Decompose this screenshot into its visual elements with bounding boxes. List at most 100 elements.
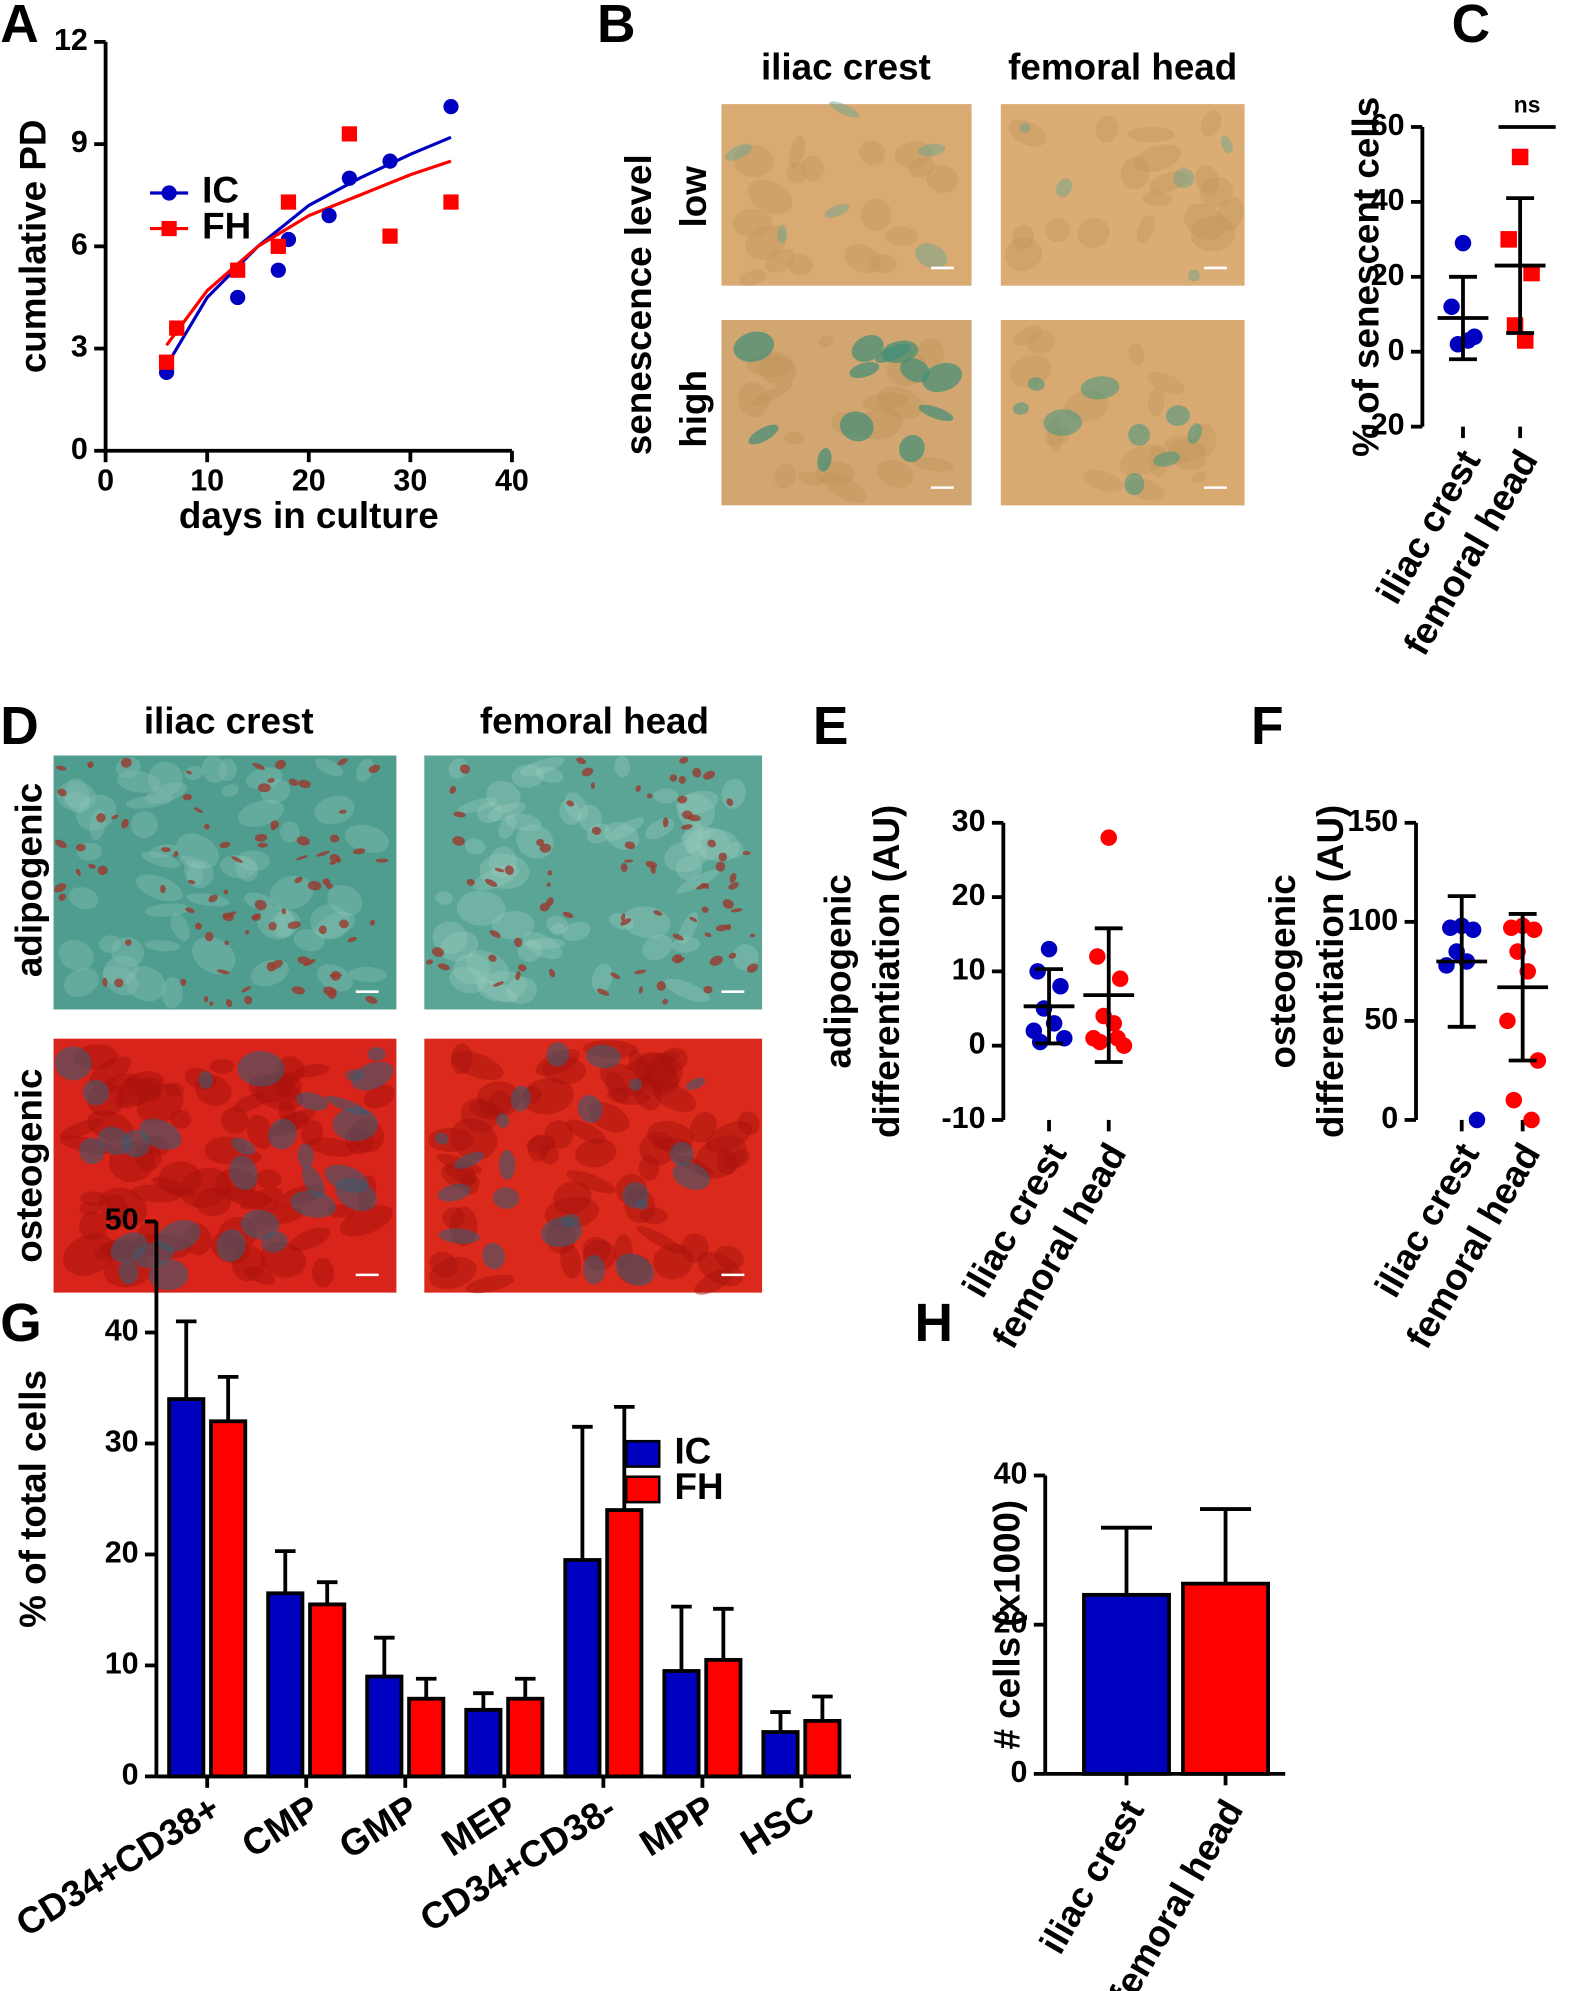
micrograph (53, 755, 397, 1010)
cell (1082, 469, 1123, 492)
point (1516, 332, 1534, 349)
cell (114, 978, 124, 988)
cell (640, 1207, 668, 1225)
point (1089, 948, 1106, 965)
cell (63, 792, 90, 808)
cell (1128, 343, 1145, 366)
cell (689, 1111, 717, 1143)
point (270, 262, 286, 278)
cell (581, 767, 594, 777)
cell (121, 818, 129, 829)
cell (739, 269, 767, 286)
cell (344, 824, 389, 854)
cell (311, 1257, 334, 1288)
cell (466, 878, 475, 886)
cell (519, 757, 565, 777)
cell (173, 850, 179, 858)
cell (75, 868, 81, 876)
cell (268, 1118, 297, 1150)
cell (431, 947, 445, 957)
cell (546, 897, 554, 907)
cell (68, 887, 99, 910)
cell (1136, 215, 1155, 243)
bar (407, 1696, 446, 1779)
cell (223, 889, 229, 895)
cell (96, 813, 106, 823)
cell (922, 362, 962, 393)
cell (707, 839, 716, 848)
cell (245, 767, 283, 790)
cell (669, 1141, 694, 1166)
cell (246, 1114, 274, 1149)
cell (715, 924, 729, 932)
cell (482, 1242, 505, 1270)
cell (454, 1151, 484, 1169)
legend-label: FH (202, 205, 251, 246)
cell (293, 929, 325, 952)
cell (221, 784, 239, 797)
cell (758, 351, 797, 386)
cell (1055, 178, 1073, 198)
cell (97, 865, 108, 875)
cell (701, 906, 709, 913)
cell (676, 793, 716, 830)
cell (451, 1051, 504, 1080)
cell (269, 875, 314, 910)
cell (465, 1274, 515, 1294)
cell (725, 924, 732, 931)
cell (448, 758, 468, 779)
cell (118, 1260, 139, 1285)
cell (678, 775, 686, 784)
cell (689, 916, 698, 923)
cell (332, 1107, 379, 1142)
bar (803, 1719, 842, 1779)
cell (1012, 402, 1029, 415)
cell (1077, 217, 1110, 249)
cell (98, 935, 121, 953)
cell (517, 964, 527, 972)
cell (801, 155, 825, 182)
cell (139, 1118, 182, 1150)
cell (1027, 330, 1055, 355)
point (1500, 231, 1517, 248)
x-tick-label: 30 (393, 464, 427, 498)
cell (653, 910, 663, 916)
y-axis-label: % of senescent cells (1346, 97, 1387, 457)
cell (315, 758, 343, 777)
cell (824, 204, 850, 218)
cell (704, 932, 712, 938)
cell (363, 1084, 395, 1109)
y-tick-label: 12 (54, 23, 88, 57)
panel-letter: E (813, 697, 849, 756)
cell (295, 855, 308, 861)
cell (188, 879, 196, 885)
cell (745, 225, 787, 260)
cell (590, 782, 595, 789)
cell (147, 761, 183, 797)
cell (635, 785, 641, 792)
cell (281, 908, 286, 915)
cell (65, 778, 91, 814)
cell (79, 1137, 105, 1165)
cell (257, 783, 271, 793)
bar (365, 1674, 404, 1779)
cell (715, 861, 726, 872)
cell (76, 794, 117, 831)
cell (186, 893, 230, 907)
cell (457, 797, 498, 814)
cell (126, 966, 166, 1002)
row-label: low (673, 166, 714, 228)
cell (491, 910, 535, 940)
cell (294, 876, 303, 884)
cell (477, 801, 504, 824)
cell (680, 827, 714, 843)
y-axis-label: # cells (x1000) (986, 1500, 1027, 1750)
cell (325, 1095, 369, 1116)
cell (459, 764, 471, 774)
cell (547, 870, 553, 876)
cell (279, 821, 300, 843)
cell (535, 766, 564, 783)
cell (1147, 372, 1185, 395)
cell (476, 979, 518, 1003)
